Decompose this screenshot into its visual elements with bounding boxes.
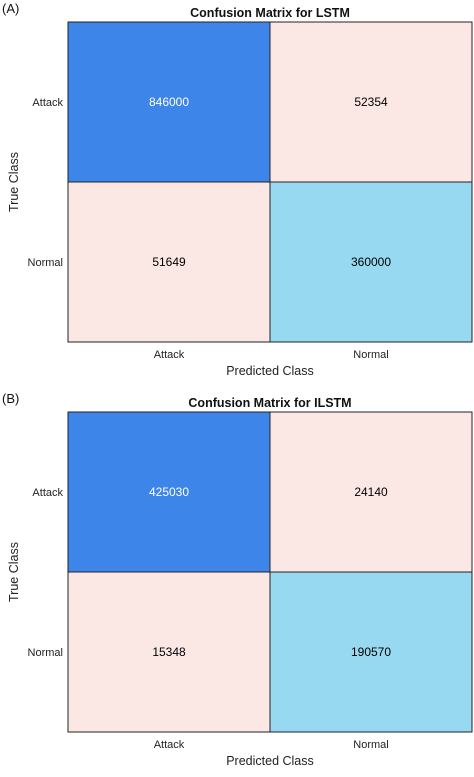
chart-title: Confusion Matrix for ILSTM [188,396,351,410]
matrix-cell [68,22,270,182]
x-tick-label: Normal [353,349,388,361]
y-tick-label: Normal [28,647,63,659]
y-tick-label: Attack [32,97,63,109]
panel-label: (B) [2,391,19,406]
x-tick-label: Normal [353,739,388,751]
cell-value: 425030 [149,485,189,499]
matrix-cell [270,572,472,732]
chart-title: Confusion Matrix for LSTM [190,6,350,20]
x-tick-label: Attack [154,349,185,361]
panel-label: (A) [2,1,19,16]
matrix-cell [68,572,270,732]
matrix-cell [68,412,270,572]
cell-value: 360000 [351,255,391,269]
cell-value: 15348 [152,645,186,659]
y-axis-label: True Class [7,152,21,212]
x-axis-label: Predicted Class [226,364,314,378]
x-axis-label: Predicted Class [226,754,314,768]
confusion-matrix-lstm-chart: (A) Confusion Matrix for LSTM 846000 52354 5… [2,1,473,378]
confusion-matrix-ilstm-chart: (B) Confusion Matrix for ILSTM 425030 24140… [2,391,473,768]
cell-value: 846000 [149,95,189,109]
matrix-cell [270,22,472,182]
y-axis-label: True Class [7,542,21,602]
cell-value: 52354 [354,95,388,109]
confusion-matrix-lstm-panel: (A) Confusion Matrix for LSTM 846000 52354 5… [0,0,474,386]
cell-value: 51649 [152,255,186,269]
matrix-cell [68,182,270,342]
cell-value: 24140 [354,485,388,499]
matrix-cell [270,412,472,572]
x-tick-label: Attack [154,739,185,751]
cell-value: 190570 [351,645,391,659]
y-tick-label: Attack [32,487,63,499]
matrix-border [67,411,473,733]
confusion-matrix-ilstm-panel: (B) Confusion Matrix for ILSTM 425030 24140… [0,390,474,776]
y-tick-label: Normal [28,257,63,269]
matrix-cell [270,182,472,342]
matrix-border [67,21,473,343]
